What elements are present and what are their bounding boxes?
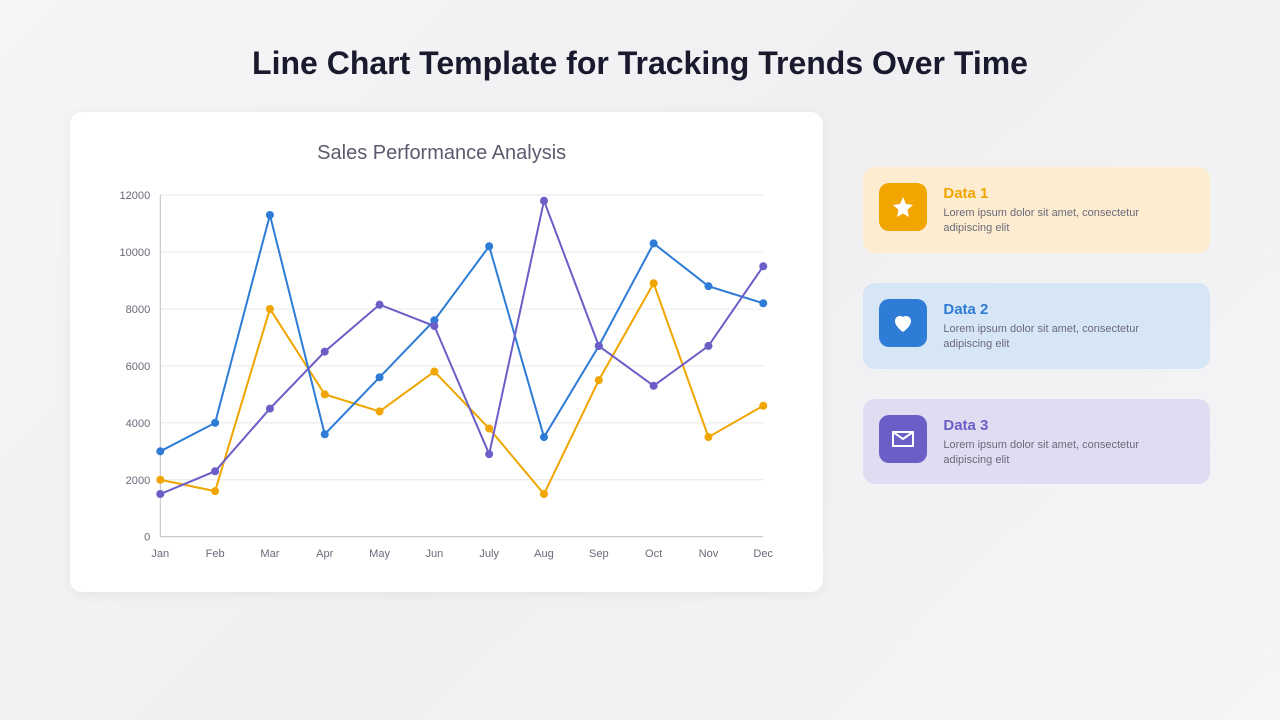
- line-chart: 0 2000 4000 6000 8000 10000 12000 Jan Feb Mar Apr M…: [100, 185, 783, 577]
- legend-text: Data 3 Lorem ipsum dolor sit amet, consec…: [943, 415, 1190, 469]
- svg-text:Jun: Jun: [425, 548, 443, 560]
- svg-text:Apr: Apr: [316, 548, 334, 560]
- legend-desc: Lorem ipsum dolor sit amet, consectetur …: [943, 438, 1190, 469]
- chart-title: Sales Performance Analysis: [100, 142, 783, 165]
- svg-text:Mar: Mar: [260, 548, 279, 560]
- legend-item-2: Data 2 Lorem ipsum dolor sit amet, consec…: [863, 283, 1210, 369]
- svg-text:Feb: Feb: [206, 548, 225, 560]
- svg-text:0: 0: [144, 532, 150, 544]
- legend-title: Data 2: [943, 301, 1190, 318]
- legend-desc: Lorem ipsum dolor sit amet, consectetur …: [943, 206, 1190, 237]
- legend-item-3: Data 3 Lorem ipsum dolor sit amet, consec…: [863, 399, 1210, 485]
- svg-text:10000: 10000: [120, 247, 151, 259]
- legend-title: Data 1: [943, 185, 1190, 202]
- svg-text:Aug: Aug: [534, 548, 554, 560]
- page-title: Line Chart Template for Tracking Trends …: [0, 0, 1280, 112]
- svg-text:12000: 12000: [120, 190, 151, 202]
- svg-text:Dec: Dec: [753, 548, 773, 560]
- legend-panel: Data 1 Lorem ipsum dolor sit amet, consec…: [863, 112, 1210, 592]
- content-row: Sales Performance Analysis 0 2000 4000 6000…: [0, 112, 1280, 592]
- svg-text:July: July: [479, 548, 499, 560]
- legend-desc: Lorem ipsum dolor sit amet, consectetur …: [943, 322, 1190, 353]
- legend-text: Data 1 Lorem ipsum dolor sit amet, consec…: [943, 183, 1190, 237]
- svg-text:4000: 4000: [126, 418, 151, 430]
- legend-text: Data 2 Lorem ipsum dolor sit amet, consec…: [943, 299, 1190, 353]
- mail-icon: [879, 415, 927, 463]
- svg-text:Jan: Jan: [151, 548, 169, 560]
- svg-text:2000: 2000: [126, 475, 151, 487]
- svg-text:Sep: Sep: [589, 548, 609, 560]
- svg-text:May: May: [369, 548, 390, 560]
- star-icon: [879, 183, 927, 231]
- svg-text:8000: 8000: [126, 304, 151, 316]
- chart-card: Sales Performance Analysis 0 2000 4000 6000…: [70, 112, 823, 592]
- svg-text:Nov: Nov: [699, 548, 719, 560]
- legend-title: Data 3: [943, 417, 1190, 434]
- legend-item-1: Data 1 Lorem ipsum dolor sit amet, consec…: [863, 167, 1210, 253]
- svg-text:Oct: Oct: [645, 548, 662, 560]
- heart-icon: [879, 299, 927, 347]
- svg-text:6000: 6000: [126, 361, 151, 373]
